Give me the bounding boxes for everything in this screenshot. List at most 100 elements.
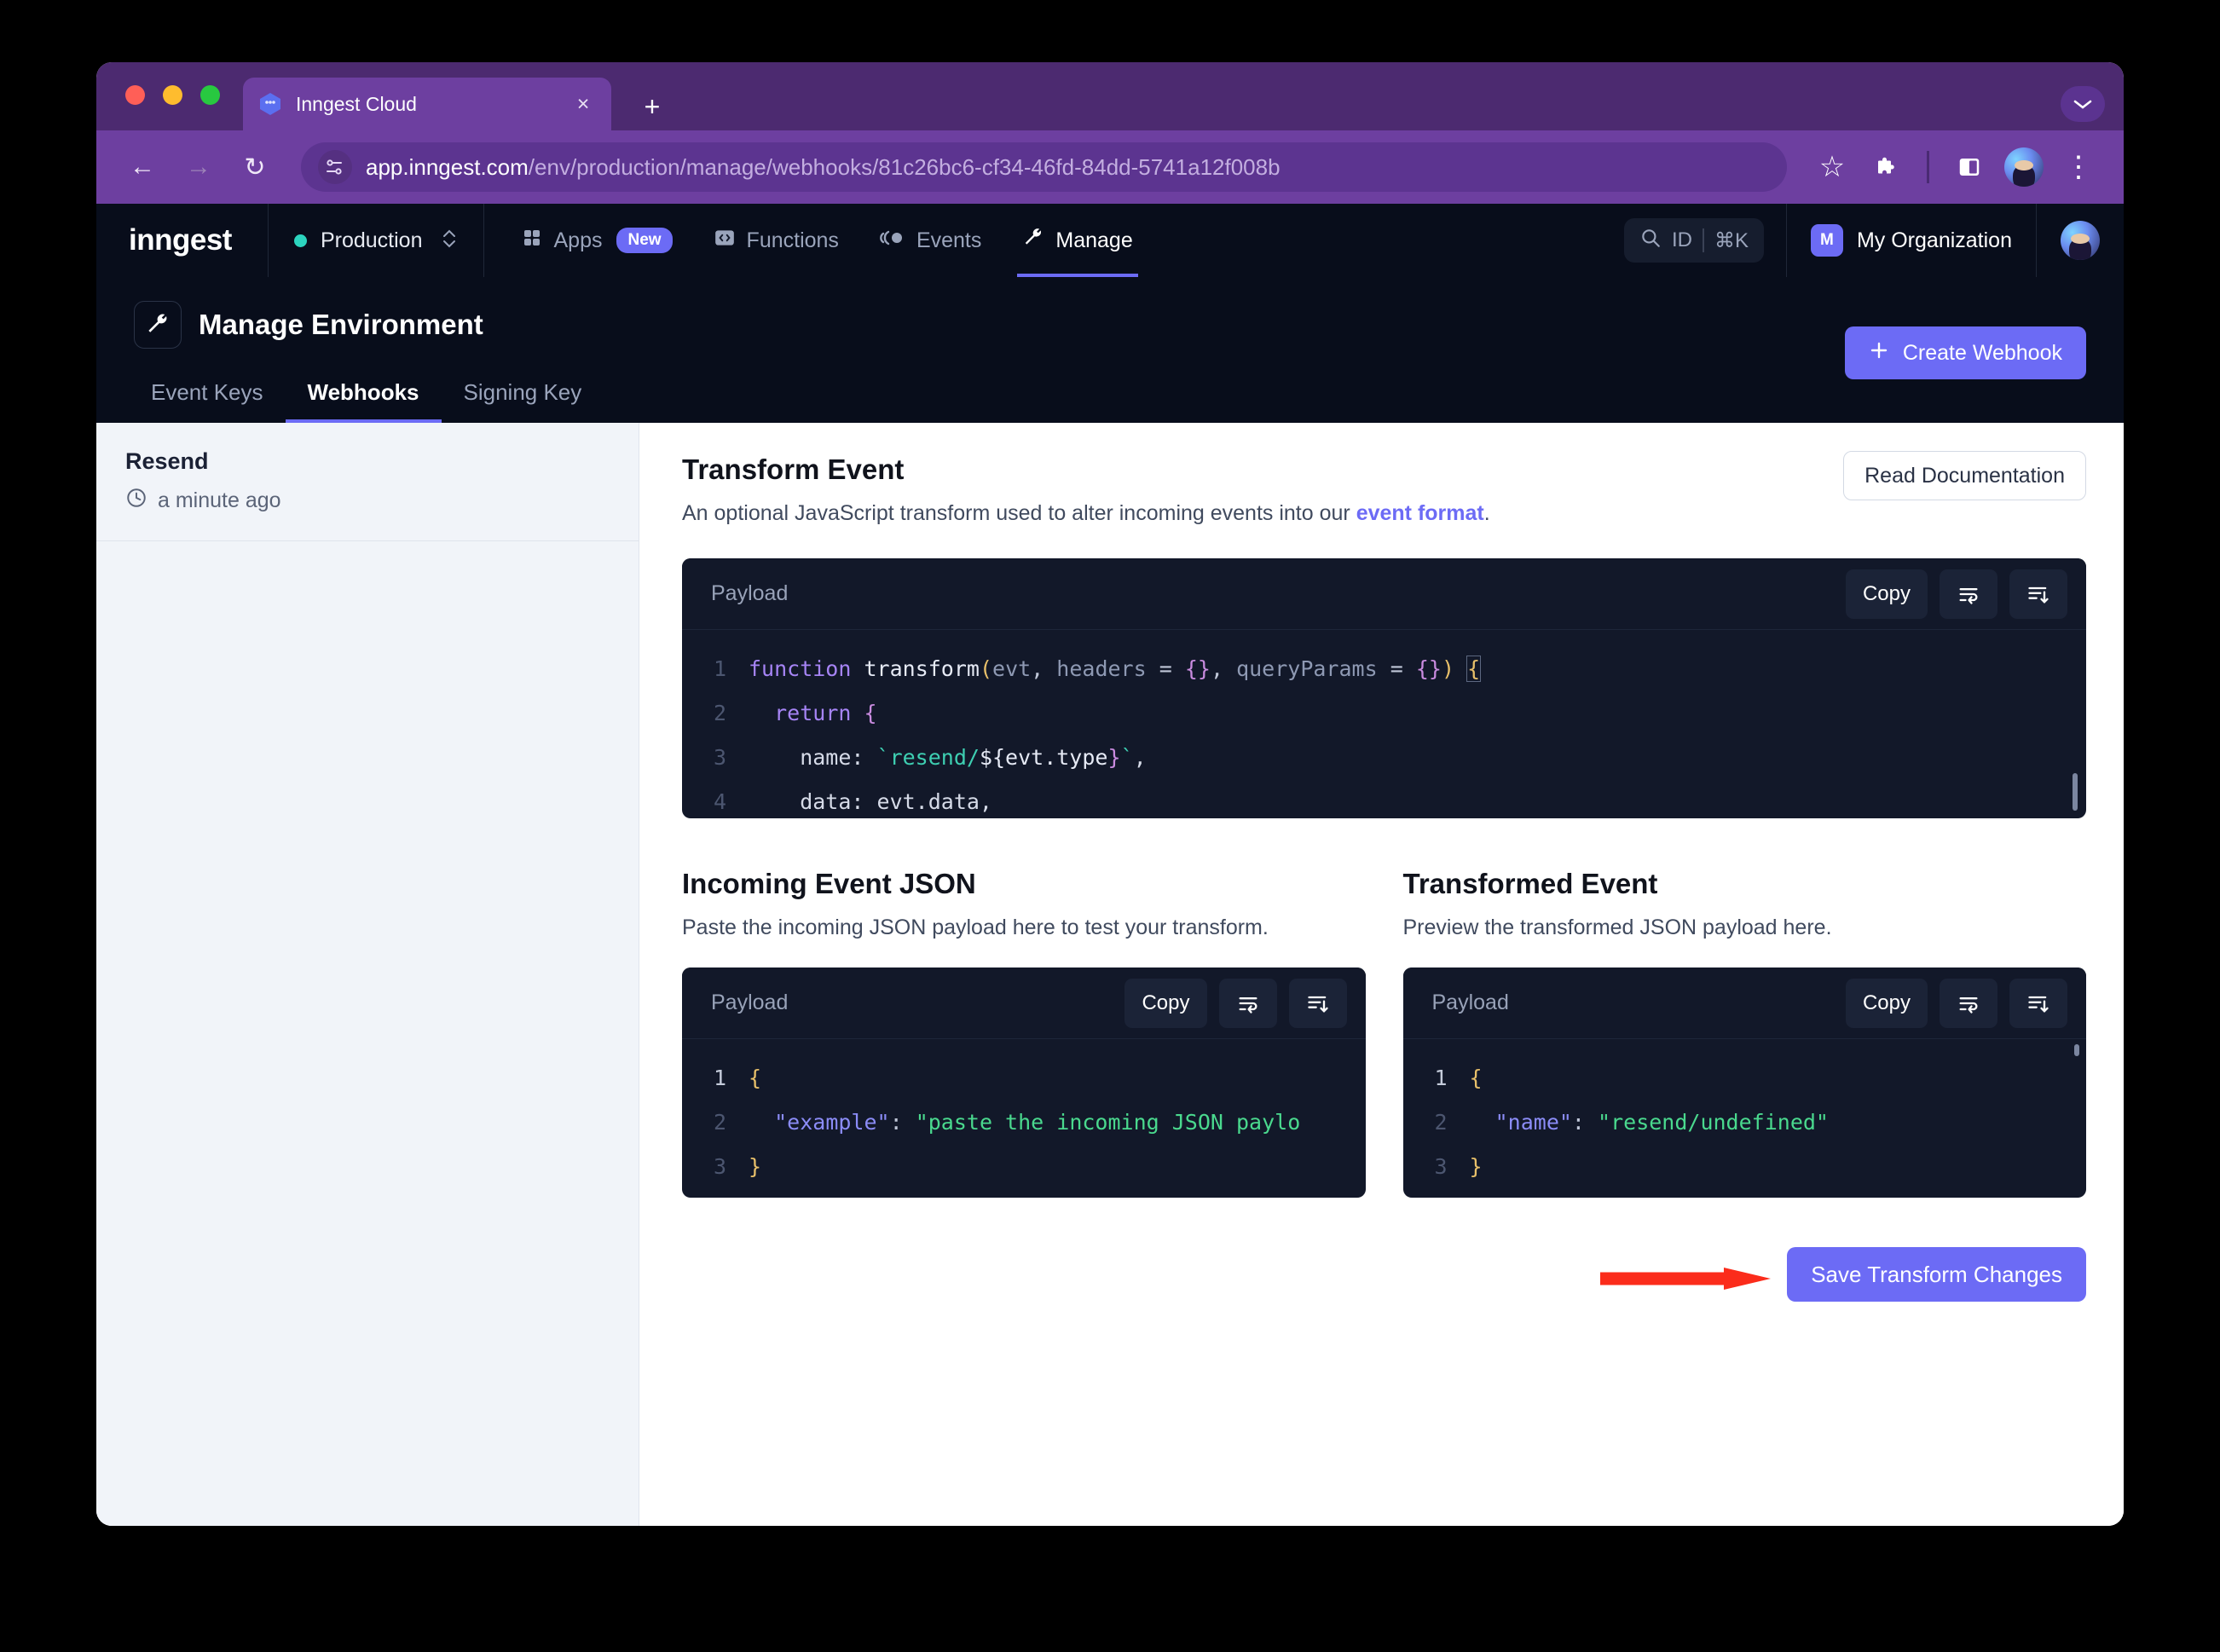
editor-actions: Copy — [1845, 978, 2067, 1028]
search-label: ID — [1671, 228, 1692, 251]
side-panel-icon[interactable] — [1946, 144, 1992, 190]
extensions-puzzle-icon[interactable] — [1864, 144, 1910, 190]
url-domain: app.inngest.com — [366, 153, 529, 180]
nav-label-events: Events — [916, 228, 982, 252]
line-number: 2 — [1434, 1110, 1448, 1135]
site-settings-icon[interactable] — [318, 150, 352, 184]
wrap-text-icon[interactable] — [1940, 569, 1997, 619]
tab-signing-key[interactable]: Signing Key — [463, 379, 582, 405]
chevron-down-icon[interactable] — [2061, 86, 2105, 122]
create-webhook-button[interactable]: Create Webhook — [1844, 326, 2086, 379]
search-shortcut: ⌘K — [1714, 228, 1749, 252]
code-icon — [714, 227, 736, 255]
reload-button[interactable]: ↻ — [244, 153, 266, 182]
wrench-icon — [1022, 227, 1044, 255]
editor-scrollbar[interactable] — [2073, 773, 2078, 811]
line-number: 3 — [713, 1154, 726, 1179]
incoming-json-body[interactable]: 1 { 2 "example": "paste the incoming JSO… — [682, 1039, 1366, 1198]
line-number: 1 — [1434, 1066, 1448, 1090]
code-line: 3 } — [1403, 1145, 2087, 1189]
copy-button[interactable]: Copy — [1845, 978, 1928, 1028]
url-text: app.inngest.com/env/production/manage/we… — [366, 154, 1281, 181]
browser-tab-title: Inngest Cloud — [296, 92, 417, 115]
wrap-text-icon[interactable] — [1940, 978, 1997, 1028]
browser-tab[interactable]: Inngest Cloud × — [243, 78, 611, 130]
maximize-window-button[interactable] — [200, 85, 220, 105]
transformed-json-editor[interactable]: Payload Copy — [1402, 968, 2087, 1198]
code-line: 1 { — [682, 1056, 1366, 1100]
json-value: "paste the incoming JSON paylo — [915, 1110, 1301, 1135]
line-content: { — [749, 1066, 762, 1090]
new-badge: New — [616, 228, 673, 253]
search-button[interactable]: ID ⌘K — [1623, 218, 1764, 263]
url-path: /env/production/manage/webhooks/81c26bc6… — [528, 153, 1281, 180]
inngest-logo[interactable]: inngest — [129, 223, 232, 257]
code-line: 2 "name": "resend/undefined" — [1403, 1100, 2087, 1145]
nav-label-manage: Manage — [1055, 228, 1133, 252]
nav-item-apps[interactable]: Apps New — [505, 204, 689, 277]
nav-item-functions[interactable]: Functions — [697, 204, 856, 277]
app-root: inngest Production Apps New — [96, 204, 2124, 1526]
transformed-json-body[interactable]: 1 { 2 "name": "resend/undefined" 3 } — [1403, 1039, 2087, 1198]
editor-actions: Copy — [1845, 569, 2067, 619]
incoming-json-editor[interactable]: Payload Copy — [682, 968, 1366, 1198]
browser-menu-icon[interactable]: ⋮ — [2064, 151, 2093, 183]
event-format-link[interactable]: event format — [1356, 501, 1484, 525]
desc-text-before: An optional JavaScript transform used to… — [682, 501, 1356, 525]
webhook-timestamp: a minute ago — [125, 487, 610, 515]
bookmark-star-icon[interactable]: ☆ — [1818, 151, 1846, 183]
grid-icon — [522, 228, 542, 254]
line-content: function transform(evt, headers = {}, qu… — [749, 656, 1482, 682]
close-tab-icon[interactable]: × — [576, 91, 590, 116]
incoming-event-title: Incoming Event JSON — [682, 868, 976, 899]
transform-code-editor[interactable]: Payload Copy 1 — [682, 558, 2086, 818]
environment-status-dot — [293, 234, 307, 247]
nav-label-apps: Apps — [553, 228, 603, 252]
list-item[interactable]: Resend a minute ago — [96, 423, 639, 541]
save-bar: Save Transform Changes — [682, 1237, 2086, 1331]
nav-item-manage[interactable]: Manage — [1005, 204, 1149, 277]
clock-icon — [125, 487, 147, 515]
organization-switcher[interactable]: M My Organization — [1785, 204, 2037, 277]
transformed-event-column: Transformed Event Preview the transforme… — [1402, 868, 2087, 1198]
editor-label: Payload — [1431, 991, 1509, 1014]
page-tabs: Event Keys Webhooks Signing Key — [134, 371, 2086, 423]
tab-webhooks[interactable]: Webhooks — [285, 371, 442, 423]
create-webhook-label: Create Webhook — [1902, 340, 2062, 365]
editor-scrollbar[interactable] — [2074, 1044, 2079, 1056]
copy-button[interactable]: Copy — [1845, 569, 1928, 619]
search-divider — [1702, 228, 1704, 252]
save-transform-changes-button[interactable]: Save Transform Changes — [1787, 1247, 2086, 1302]
format-down-icon[interactable] — [2009, 978, 2067, 1028]
read-documentation-button[interactable]: Read Documentation — [1843, 451, 2086, 500]
back-button[interactable]: ← — [130, 153, 155, 181]
tab-event-keys[interactable]: Event Keys — [151, 379, 263, 405]
browser-profile-avatar[interactable] — [2001, 144, 2047, 190]
user-avatar-button[interactable] — [2037, 204, 2124, 277]
wrap-text-icon[interactable] — [1218, 978, 1277, 1028]
editor-toolbar: Payload Copy — [682, 968, 1366, 1039]
copy-button[interactable]: Copy — [1124, 978, 1207, 1028]
new-tab-button[interactable]: + — [644, 91, 661, 122]
line-content: name: `resend/${evt.type}`, — [749, 745, 1147, 770]
line-number: 1 — [713, 656, 726, 681]
transform-code-body[interactable]: 1 function transform(evt, headers = {}, … — [682, 630, 2086, 818]
line-content: } — [1469, 1154, 1483, 1179]
org-initial-badge: M — [1810, 224, 1843, 257]
environment-switcher[interactable]: Production — [267, 204, 485, 277]
app-nav-links: Apps New Functions Events — [484, 204, 1149, 277]
app-nav-right: ID ⌘K M My Organization — [1623, 204, 2124, 277]
minimize-window-button[interactable] — [163, 85, 182, 105]
nav-item-events[interactable]: Events — [863, 204, 998, 277]
code-line: 3 } — [682, 1145, 1366, 1189]
code-line: 4 data: evt.data, — [682, 780, 2086, 818]
format-down-icon[interactable] — [1288, 978, 1347, 1028]
close-window-button[interactable] — [125, 85, 145, 105]
format-down-icon[interactable] — [2009, 569, 2067, 619]
address-bar[interactable]: app.inngest.com/env/production/manage/we… — [301, 142, 1787, 192]
line-number: 4 — [713, 789, 726, 814]
forward-button[interactable]: → — [186, 153, 211, 181]
line-number: 3 — [1434, 1154, 1448, 1179]
code-line: 1 function transform(evt, headers = {}, … — [682, 647, 2086, 691]
code-line: 2 "example": "paste the incoming JSON pa… — [682, 1100, 1366, 1145]
